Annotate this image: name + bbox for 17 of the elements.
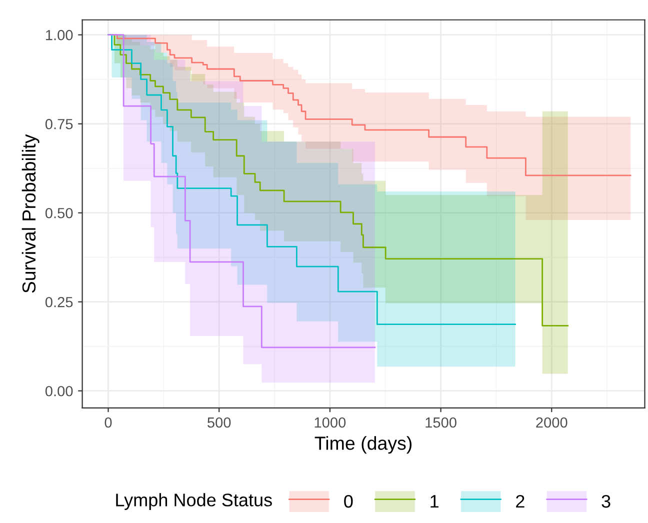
legend-label: 1 — [430, 495, 438, 508]
y-tick-label: 0.25 — [45, 296, 73, 308]
y-tick-label: 0.00 — [45, 386, 73, 396]
x-tick-label: 500 — [208, 417, 231, 428]
legend-label: 2 — [516, 494, 524, 508]
x-tick-label: 2000 — [536, 417, 568, 428]
legend-label: 3 — [602, 494, 610, 508]
y-tick-label: 0.50 — [45, 208, 73, 218]
x-tick-label: 1500 — [426, 417, 456, 428]
x-tick-label: 1000 — [314, 417, 346, 428]
legend-title: Lymph Node Status — [116, 493, 272, 510]
y-tick-label: 0.75 — [45, 118, 73, 130]
x-axis-title: Time (days) — [314, 436, 412, 454]
y-axis-title: Survival Probability — [22, 134, 40, 293]
x-tick-label: 0 — [104, 417, 112, 428]
y-tick-label: 1.00 — [46, 30, 73, 40]
legend-label: 0 — [344, 494, 353, 508]
